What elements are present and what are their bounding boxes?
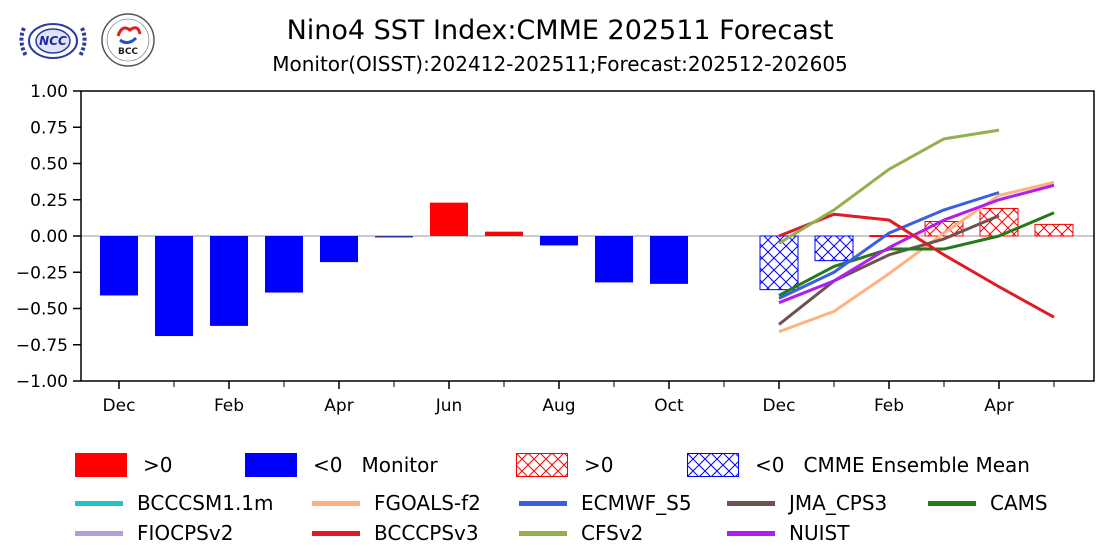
monitor-bar-feb [210,236,248,326]
legend-label: BCCCPSv3 [374,521,479,545]
legend-label: <0 CMME Ensemble Mean [755,453,1030,477]
x-tick-label-feb: Feb [874,396,904,416]
legend-label: CAMS [990,491,1048,515]
legend-item-bcccsm1-1m: BCCCSM1.1m [75,488,274,518]
monitor-bar-aug [540,236,578,246]
legend-label: ECMWF_S5 [581,491,692,515]
legend-label: >0 [584,453,614,477]
legend-swatch-red-solid [75,453,127,477]
x-tick-label-dec: Dec [763,396,796,416]
legend-label: FGOALS-f2 [374,491,481,515]
series-line-ecmwf-s5 [778,191,1000,300]
chart-title: Nino4 SST Index:CMME 202511 Forecast [286,15,834,46]
legend-ensemble-positive: >0 [516,450,613,480]
monitor-bar-mar [265,236,303,293]
series-line-fgoals-f2 [778,180,1055,334]
chart-plot: 1.00 0.75 0.50 0.25 0.00 −0.25 −0.50 −0.75 −1.00… [16,82,1095,416]
series-line-bcccpsv3 [778,212,1055,319]
legend-swatch-red-hatch [516,453,568,477]
legend-label: FIOCPSv2 [137,521,234,545]
y-tick-label: 1.00 [30,82,68,102]
legend: >0 <0 Monitor >0 <0 CMME Ensemble Mean B… [0,448,1120,558]
monitor-bar-dec [100,236,138,296]
legend-line-swatch [312,500,360,506]
y-tick-label: −1.00 [16,372,68,392]
y-tick-label: 0.25 [30,191,68,211]
x-tick-label-apr: Apr [324,396,353,416]
legend-label: NUIST [789,521,850,545]
ncc-logo: NCC [14,14,92,66]
legend-item-fiocpsv2: FIOCPSv2 [75,518,233,548]
legend-line-swatch [312,530,360,536]
legend-monitor-positive: >0 [75,450,172,480]
legend-label: <0 Monitor [313,453,438,477]
legend-line-swatch [727,500,775,506]
legend-ensemble-negative: <0 CMME Ensemble Mean [687,450,1030,480]
series-line-nuist [778,183,1055,305]
legend-line-swatch [75,500,123,506]
y-tick-label: 0.75 [30,118,68,138]
monitor-bar-jan [155,236,193,337]
legend-line-swatch [519,500,567,506]
legend-item-fgoals-f2: FGOALS-f2 [312,488,481,518]
legend-item-cfsv2: CFSv2 [519,518,643,548]
bcc-logo-text: BCC [118,47,138,57]
x-tick-label-apr: Apr [984,396,1013,416]
monitor-bar-may [375,236,413,238]
legend-swatch-blue-solid [245,453,297,477]
bcc-logo: BCC [100,12,156,68]
ensemble-bar-may [1034,223,1074,237]
monitor-bar-apr [320,236,358,263]
x-tick-label-oct: Oct [654,396,684,416]
series-line-cams [778,211,1055,297]
legend-swatch-blue-hatch [687,453,739,477]
legend-item-cams: CAMS [928,488,1048,518]
ensemble-bar-feb [869,235,909,238]
x-tick-label-feb: Feb [214,396,244,416]
y-tick-label: 0.00 [30,227,68,247]
legend-monitor-negative: <0 Monitor [245,450,438,480]
legend-line-swatch [727,530,775,536]
legend-item-ecmwf-s5: ECMWF_S5 [519,488,692,518]
y-tick-label: −0.25 [16,263,68,283]
y-tick-label: −0.50 [16,300,68,320]
legend-item-jma-cps3: JMA_CPS3 [727,488,887,518]
y-tick-label: −0.75 [16,336,68,356]
chart-subtitle: Monitor(OISST):202412-202511;Forecast:20… [272,52,848,76]
ensemble-bar-dec [759,235,799,291]
series-line-cfsv2 [778,128,1000,245]
ensemble-bar-jan [814,235,854,262]
legend-label: JMA_CPS3 [789,491,888,515]
x-tick-label-aug: Aug [542,396,575,416]
ncc-logo-text: NCC [39,34,67,48]
legend-label: BCCCSM1.1m [137,491,274,515]
monitor-bar-oct [650,236,688,284]
monitor-bar-jun [430,202,468,236]
series-line-jma-cps3 [778,214,1000,326]
legend-label: >0 [143,453,173,477]
legend-item-nuist: NUIST [727,518,849,548]
legend-line-swatch [519,530,567,536]
legend-line-swatch [75,530,123,536]
legend-line-swatch [928,500,976,506]
legend-item-bcccpsv3: BCCCPSv3 [312,518,479,548]
monitor-bar-jul [485,231,523,236]
monitor-bar-sep [595,236,633,283]
x-tick-label-dec: Dec [103,396,136,416]
x-tick-label-jun: Jun [435,396,463,416]
legend-label: CFSv2 [581,521,644,545]
y-tick-label: 0.50 [30,155,68,175]
